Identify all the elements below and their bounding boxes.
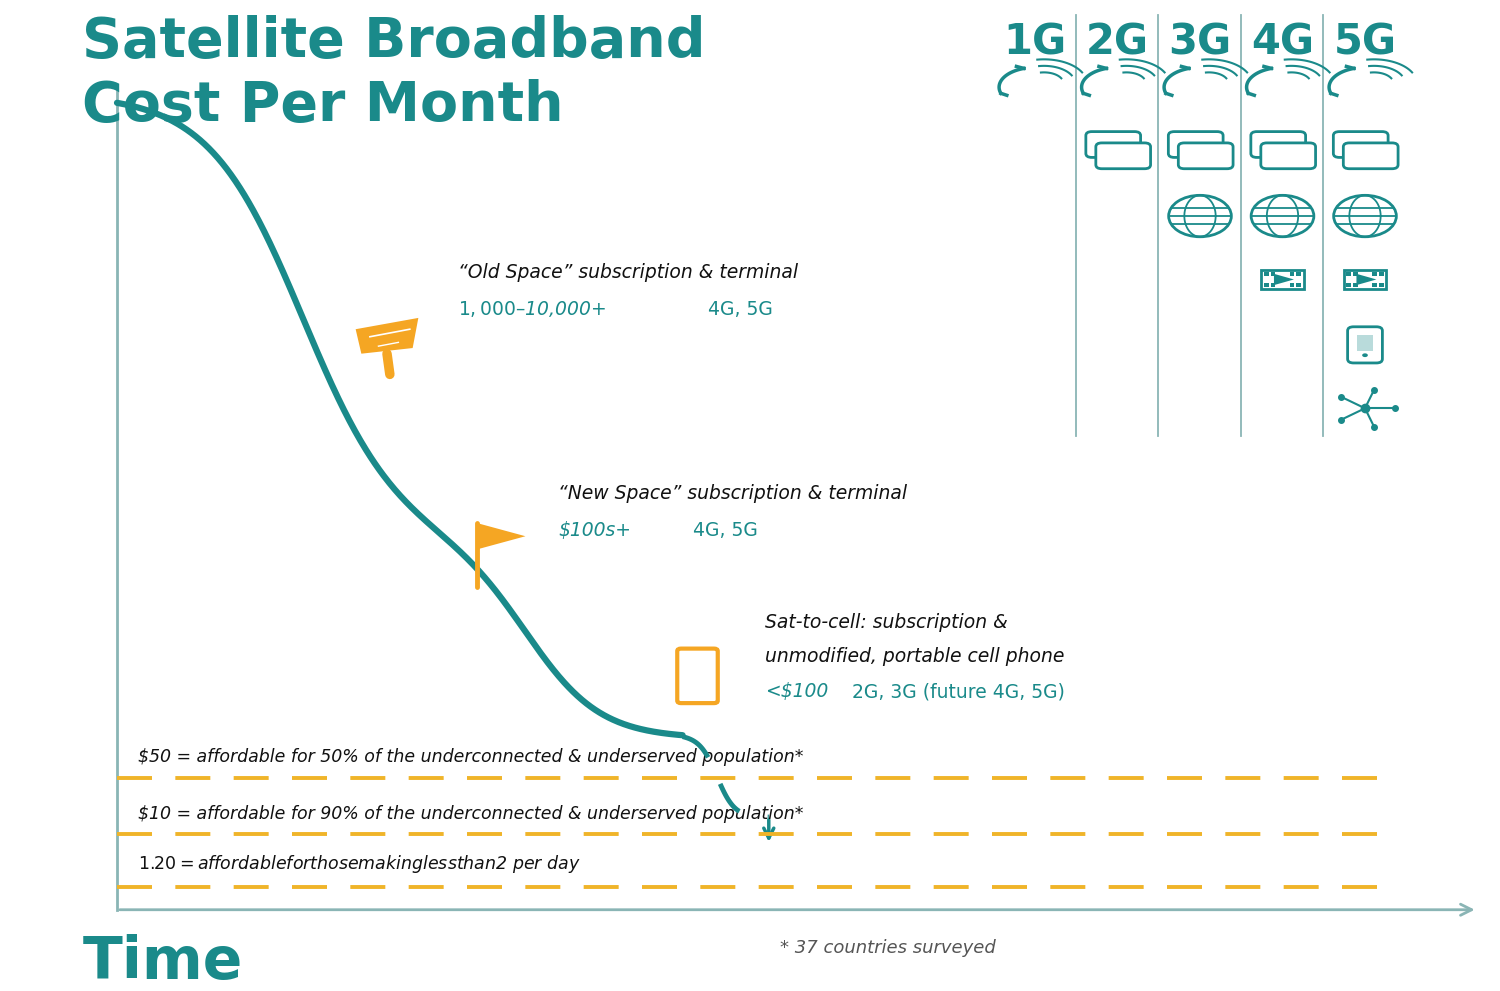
- Text: 4G: 4G: [1251, 22, 1314, 63]
- FancyBboxPatch shape: [1358, 335, 1372, 352]
- Polygon shape: [1274, 274, 1294, 285]
- Text: “New Space” subscription & terminal: “New Space” subscription & terminal: [558, 484, 908, 503]
- FancyBboxPatch shape: [1378, 273, 1383, 276]
- Text: 3G: 3G: [1168, 22, 1232, 63]
- Text: * 37 countries surveyed: * 37 countries surveyed: [780, 939, 996, 957]
- Text: $1,000–$10,000+: $1,000–$10,000+: [458, 299, 606, 319]
- FancyBboxPatch shape: [1296, 282, 1300, 286]
- FancyBboxPatch shape: [1262, 143, 1316, 168]
- FancyBboxPatch shape: [1372, 282, 1377, 286]
- Text: $100s+: $100s+: [558, 520, 632, 540]
- FancyBboxPatch shape: [1296, 273, 1300, 276]
- Text: $1.20 = affordable for those making less than $2 per day: $1.20 = affordable for those making less…: [138, 853, 580, 875]
- FancyBboxPatch shape: [1353, 273, 1358, 276]
- Text: “Old Space” subscription & terminal: “Old Space” subscription & terminal: [458, 263, 798, 282]
- FancyBboxPatch shape: [1096, 143, 1150, 168]
- FancyBboxPatch shape: [1353, 282, 1358, 286]
- Text: 5G: 5G: [1334, 22, 1396, 63]
- Text: unmodified, portable cell phone: unmodified, portable cell phone: [765, 646, 1065, 666]
- Polygon shape: [1356, 274, 1377, 285]
- FancyBboxPatch shape: [1344, 143, 1398, 168]
- FancyBboxPatch shape: [1372, 273, 1377, 276]
- Text: 1G: 1G: [1004, 22, 1066, 63]
- Text: Cost Per Month: Cost Per Month: [82, 79, 564, 133]
- Text: $10 = affordable for 90% of the underconnected & underserved population*: $10 = affordable for 90% of the undercon…: [138, 805, 804, 823]
- Polygon shape: [356, 318, 419, 354]
- Polygon shape: [477, 523, 525, 549]
- FancyBboxPatch shape: [1270, 282, 1275, 286]
- Text: Satellite Broadband: Satellite Broadband: [82, 15, 706, 68]
- FancyBboxPatch shape: [1290, 273, 1294, 276]
- Text: 4G, 5G: 4G, 5G: [693, 520, 758, 540]
- Text: $50 = affordable for 50% of the underconnected & underserved population*: $50 = affordable for 50% of the undercon…: [138, 748, 804, 766]
- FancyBboxPatch shape: [1347, 282, 1352, 286]
- FancyBboxPatch shape: [1378, 282, 1383, 286]
- Text: <$100: <$100: [765, 682, 828, 702]
- Text: Time: Time: [82, 934, 243, 991]
- FancyBboxPatch shape: [1179, 143, 1233, 168]
- Circle shape: [1362, 354, 1368, 357]
- Text: 4G, 5G: 4G, 5G: [708, 299, 772, 319]
- FancyBboxPatch shape: [1347, 273, 1352, 276]
- FancyBboxPatch shape: [1264, 273, 1269, 276]
- Text: Sat-to-cell: subscription &: Sat-to-cell: subscription &: [765, 612, 1008, 632]
- Text: 2G: 2G: [1086, 22, 1149, 63]
- FancyBboxPatch shape: [1264, 282, 1269, 286]
- FancyBboxPatch shape: [1270, 273, 1275, 276]
- Text: 2G, 3G (future 4G, 5G): 2G, 3G (future 4G, 5G): [852, 682, 1065, 702]
- FancyBboxPatch shape: [1290, 282, 1294, 286]
